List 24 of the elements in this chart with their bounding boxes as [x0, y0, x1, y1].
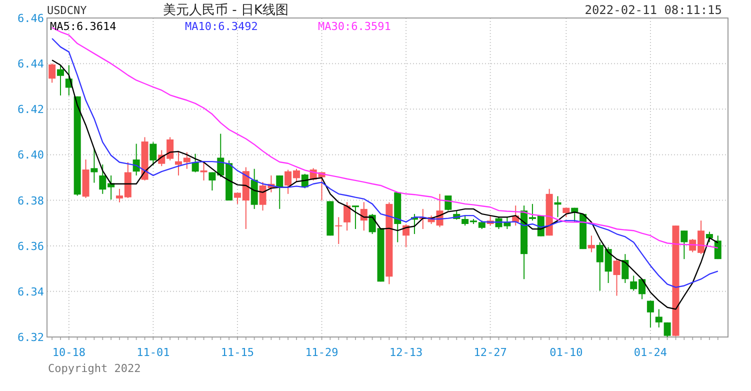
- x-tick-label: 11-29: [305, 346, 338, 359]
- line-series: [51, 38, 718, 288]
- text: MA30:6.3591: [318, 20, 391, 33]
- x-tick-label: 11-15: [220, 346, 254, 359]
- x-tick-label: 11-01: [136, 346, 170, 359]
- text: Copyright 2022: [48, 362, 141, 375]
- x-tick-label: 01-10: [550, 346, 583, 359]
- x-tick-label: 10-18: [52, 346, 86, 359]
- y-tick-label: 6.44: [18, 58, 44, 71]
- text: USDCNY: [47, 4, 88, 17]
- x-tick-label: 12-27: [474, 346, 507, 359]
- y-tick-label: 6.40: [18, 148, 44, 162]
- y-tick-label: 6.36: [18, 240, 44, 253]
- text: MA5:6.3614: [50, 20, 117, 33]
- y-tick-label: 6.46: [18, 12, 44, 25]
- y-tick-label: 6.32: [18, 331, 44, 344]
- y-tick-label: 6.42: [18, 103, 44, 116]
- text: 2022-02-11 08:11:15: [584, 3, 722, 17]
- chart-title: 美元人民币 - 日K线图: [163, 2, 288, 18]
- x-tick-label: 12-13: [389, 346, 423, 359]
- text: MA10:6.3492: [185, 20, 258, 33]
- y-tick-label: 6.38: [18, 194, 44, 208]
- y-tick-label: 6.34: [18, 285, 44, 298]
- x-tick-label: 01-24: [634, 346, 668, 359]
